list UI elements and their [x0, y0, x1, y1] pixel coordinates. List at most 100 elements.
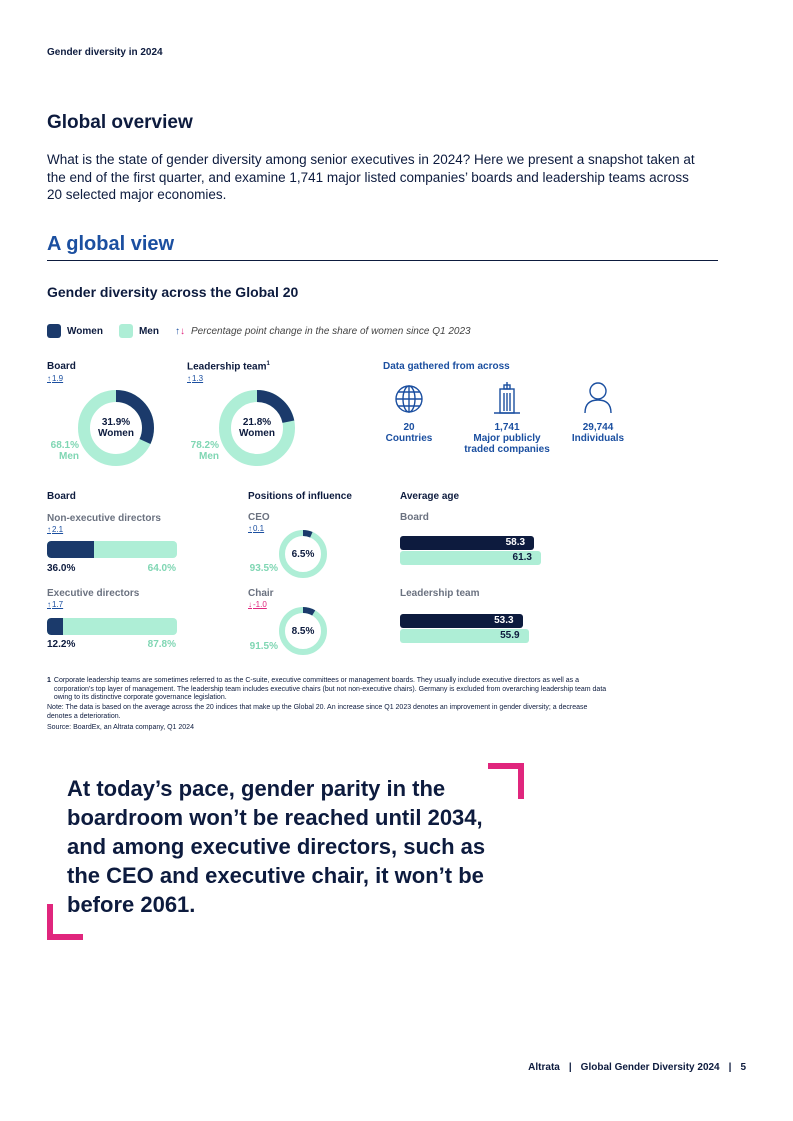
age-board-men-bar: 61.3 [400, 551, 541, 565]
legend-men: Men [138, 325, 159, 337]
ed-change: ↑ 1.7 [47, 600, 64, 609]
ed-men-pct: 87.8% [147, 639, 176, 650]
legend-women: Women [67, 325, 103, 337]
age-leadership-label: Leadership team [400, 588, 480, 599]
men-swatch [118, 324, 133, 338]
age-board-women-bar: 58.3 [400, 536, 535, 550]
ned-women-pct: 36.0% [47, 563, 76, 574]
ceo-women-arc [279, 530, 327, 578]
ned-label: Non-executive directors [47, 513, 161, 524]
ned-bar [47, 541, 177, 558]
companies-label-2: traded companies [464, 444, 550, 455]
women-swatch [47, 324, 61, 338]
leadership-women-label: Women [239, 428, 275, 439]
leadership-men-label: Men [199, 451, 219, 462]
ceo-women-pct: 6.5% [291, 549, 315, 560]
countries-stat: 20 Countries [378, 422, 440, 444]
positions-title: Positions of influence [248, 491, 352, 502]
board-donut-change: ↑ 1.9 [47, 374, 64, 383]
overview-title: Global overview [47, 112, 193, 133]
chair-women-pct: 8.5% [291, 626, 315, 637]
individuals-label: Individuals [571, 433, 625, 444]
down-arrow-icon: ↓ [248, 600, 252, 609]
leadership-donut-change: ↑ 1.3 [187, 374, 204, 383]
average-age-title: Average age [400, 491, 460, 502]
up-arrow-icon: ↑ [248, 524, 252, 533]
footnote-1: 1 Corporate leadership teams are sometim… [47, 677, 617, 703]
footnote-1-number: 1 [47, 677, 51, 684]
leadership-donut-label: Leadership team1 [187, 361, 270, 373]
countries-value: 20 [403, 422, 415, 433]
board-section-title: Board [47, 491, 76, 502]
leadership-donut-chart [219, 390, 295, 466]
age-board-label: Board [400, 512, 429, 523]
chair-change: ↓ -1.0 [248, 600, 267, 609]
up-arrow-icon: ↑ [47, 374, 51, 383]
board-men-text: 68.1% Men [47, 440, 79, 462]
board-men-pct: 68.1% [50, 440, 79, 451]
ceo-men-pct: 93.5% [249, 563, 278, 574]
up-arrow-icon: ↑ [47, 600, 51, 609]
individuals-value: 29,744 [582, 422, 614, 433]
running-title: Gender diversity in 2024 [47, 47, 163, 58]
board-donut-chart [78, 390, 154, 466]
chair-donut-chart [279, 607, 327, 655]
leadership-men-pct: 78.2% [190, 440, 219, 451]
leadership-men-text: 78.2% Men [185, 440, 219, 462]
companies-label-1: Major publicly [473, 433, 541, 444]
board-women-pct: 31.9% [101, 417, 131, 428]
section-title: A global view [47, 233, 175, 255]
footnote-note: Note: The data is based on the average a… [47, 704, 588, 720]
chair-women-arc [279, 607, 327, 655]
up-arrow-icon: ↑ [47, 525, 51, 534]
footer-separator: | [568, 1062, 572, 1073]
companies-value: 1,741 [494, 422, 520, 433]
overview-body: What is the state of gender diversity am… [47, 152, 695, 202]
quote-open-bracket [488, 763, 524, 799]
ed-women-pct: 12.2% [47, 639, 76, 650]
footnote-1-text: Corporate leadership teams are sometimes… [53, 677, 607, 701]
footnote-source: Source: BoardEx, an Altrata company, Q1 … [47, 724, 194, 731]
board-donut-label: Board [47, 361, 76, 372]
section-divider [47, 260, 718, 261]
ned-women-bar [47, 541, 94, 558]
individuals-stat: 29,744 Individuals [565, 422, 631, 444]
ed-bar [47, 618, 177, 635]
footer-separator: | [728, 1062, 732, 1073]
building-icon [494, 382, 520, 414]
age-leadership-men-bar: 55.9 [400, 629, 529, 643]
person-icon [584, 382, 612, 414]
ed-women-bar [47, 618, 63, 635]
countries-label: Countries [385, 433, 433, 444]
footer-report-title: Global Gender Diversity 2024 [580, 1062, 720, 1073]
chair-label: Chair [248, 588, 274, 599]
data-gathered-title: Data gathered from across [383, 361, 510, 372]
companies-stat: 1,741 Major publicly traded companies [455, 422, 559, 455]
board-women-label: Women [98, 428, 134, 439]
up-down-arrows-icon: ↑↓ [174, 325, 185, 337]
pull-quote: At today’s pace, gender parity in the bo… [67, 776, 486, 917]
leadership-donut-women-arc [219, 390, 295, 466]
ed-label: Executive directors [47, 588, 140, 599]
page-number: 5 [740, 1062, 746, 1073]
leadership-donut-center: 21.8% Women [227, 417, 287, 439]
leadership-women-pct: 21.8% [242, 417, 272, 428]
board-donut-women-arc [78, 390, 154, 466]
ceo-change: ↑ 0.1 [248, 524, 265, 533]
board-donut-center: 31.9% Women [86, 417, 146, 439]
globe-icon [395, 385, 423, 413]
ceo-label: CEO [248, 512, 270, 523]
board-men-label: Men [59, 451, 79, 462]
chair-men-pct: 91.5% [249, 641, 278, 652]
ceo-donut-chart [279, 530, 327, 578]
page-footer: Altrata | Global Gender Diversity 2024 |… [528, 1062, 746, 1073]
ned-men-pct: 64.0% [147, 563, 176, 574]
legend-change-note: Percentage point change in the share of … [190, 325, 471, 337]
age-leadership-women-bar: 53.3 [400, 614, 523, 628]
ned-change: ↑ 2.1 [47, 525, 64, 534]
quote-close-bracket [47, 904, 83, 940]
footer-brand: Altrata [528, 1062, 560, 1073]
up-arrow-icon: ↑ [187, 374, 191, 383]
figure-title: Gender diversity across the Global 20 [47, 284, 299, 300]
legend: Women Men ↑↓ Percentage point change in … [47, 324, 471, 338]
